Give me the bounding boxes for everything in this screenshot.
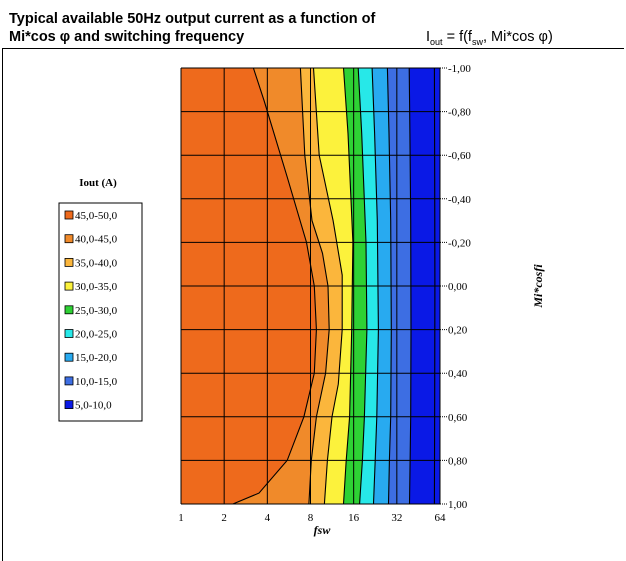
formula-sub-out: out <box>430 36 443 47</box>
legend-swatch <box>64 281 74 291</box>
formula-sub-sw: sw <box>471 36 483 47</box>
y-tick-label: -0,80 <box>448 107 471 119</box>
y-tick-label: 0,60 <box>448 412 468 424</box>
chart-title-line2: Mi*cos φ and switching frequency <box>9 29 245 45</box>
legend-swatch <box>64 329 74 338</box>
x-tick-label: 1 <box>178 512 184 524</box>
y-tick-label: -1,00 <box>448 63 471 75</box>
legend-label: 20,0-25,0 <box>75 329 118 341</box>
y-tick-label: 1,00 <box>448 499 468 511</box>
contour-lines <box>232 68 436 504</box>
legend-swatch <box>64 352 74 362</box>
legend-label: 25,0-30,0 <box>75 305 118 317</box>
x-axis-title: fsw <box>314 523 332 537</box>
formula-label: Iout = f(fsw, Mi*cos φ) <box>426 28 553 51</box>
legend-title: Iout (A) <box>79 177 117 189</box>
contour-line-10 <box>408 68 412 504</box>
y-tick-label: 0,20 <box>448 325 468 337</box>
legend-label: 30,0-35,0 <box>75 281 118 293</box>
legend-label: 45,0-50,0 <box>75 210 118 222</box>
formula-mid: = f(f <box>442 29 472 45</box>
y-tick-label: -0,40 <box>448 194 471 206</box>
x-tick-label: 4 <box>265 512 271 524</box>
grid-lines <box>180 67 441 505</box>
y-axis-ticks: -1,00 -0,80 -0,60 -0,40 -0,20 0,00 0,20 0,40 0,6… <box>440 63 471 511</box>
contour-line-40 <box>299 68 330 504</box>
y-tick-label: 0,00 <box>448 281 468 293</box>
legend-swatch <box>64 234 74 244</box>
contour-line-30 <box>342 68 354 504</box>
legend-label: 5,0-10,0 <box>75 400 112 412</box>
x-tick-label: 32 <box>391 512 402 524</box>
y-tick-label: 0,80 <box>448 455 468 467</box>
legend-label: 15,0-20,0 <box>75 352 118 364</box>
y-tick-label: 0,40 <box>448 368 468 380</box>
contour-line-35 <box>312 68 343 504</box>
legend-swatch <box>64 305 74 315</box>
legend-label: 35,0-40,0 <box>75 257 118 269</box>
x-tick-label: 16 <box>348 512 360 524</box>
contour-line-20 <box>371 68 379 504</box>
x-axis-ticks: 1 2 4 8 16 32 64 <box>178 512 446 524</box>
legend-label: 40,0-45,0 <box>75 234 118 246</box>
x-tick-label: 64 <box>435 512 447 524</box>
y-axis-title: Mi*cosfi <box>531 264 545 309</box>
legend-label: 10,0-15,0 <box>75 376 118 388</box>
y-tick-label: -0,60 <box>448 150 471 162</box>
chart-frame <box>2 48 624 561</box>
x-tick-label: 8 <box>308 512 314 524</box>
legend-swatch <box>64 257 74 267</box>
contour-line-5 <box>433 68 436 504</box>
legend-swatch <box>64 376 74 386</box>
x-tick-label: 2 <box>221 512 227 524</box>
contour-line-45 <box>232 68 317 504</box>
legend-swatch <box>64 210 74 220</box>
y-tick-label: -0,20 <box>448 237 471 249</box>
formula-lhs: I <box>426 29 431 45</box>
legend: 45,0-50,0 40,0-45,0 35,0-40,0 30,0-35,0 25,0… <box>58 202 143 422</box>
contour-line-25 <box>357 68 368 504</box>
chart-title-line1: Typical available 50Hz output current as… <box>9 11 376 27</box>
formula-rhs: , Mi*cos φ) <box>482 29 553 45</box>
legend-swatch <box>64 400 74 410</box>
contour-line-15 <box>386 68 392 504</box>
